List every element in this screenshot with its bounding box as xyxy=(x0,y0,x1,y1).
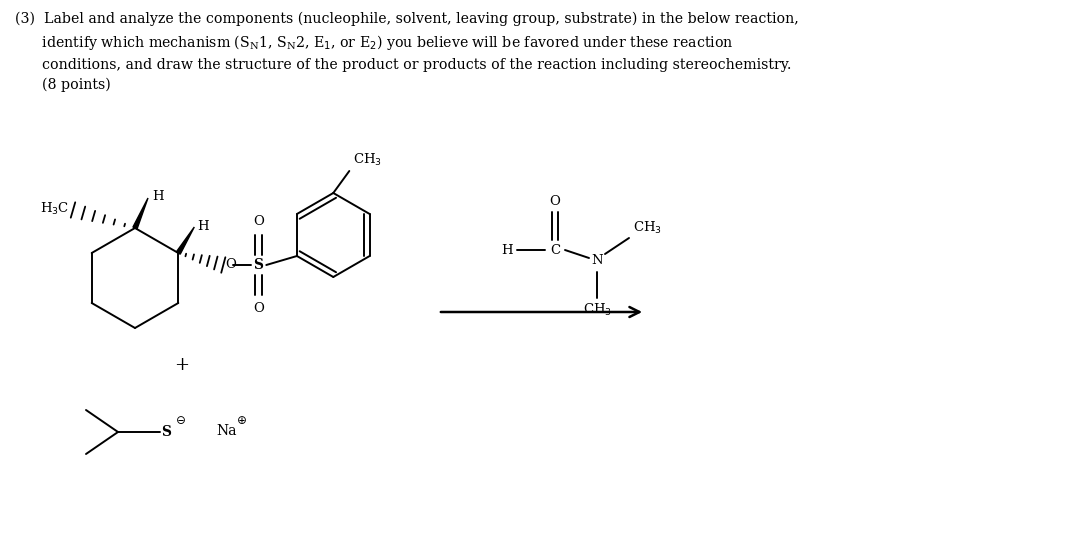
Text: C: C xyxy=(549,244,560,256)
Text: H: H xyxy=(197,219,209,233)
Polygon shape xyxy=(176,227,195,254)
Text: O: O xyxy=(252,302,263,315)
Text: (3)  Label and analyze the components (nucleophile, solvent, leaving group, subs: (3) Label and analyze the components (nu… xyxy=(15,12,799,92)
Polygon shape xyxy=(133,198,148,229)
Text: S: S xyxy=(254,258,263,272)
Text: S: S xyxy=(161,425,171,439)
Text: O: O xyxy=(225,259,236,272)
Text: N: N xyxy=(591,253,603,267)
Text: CH$_3$: CH$_3$ xyxy=(354,152,382,168)
Text: CH$_3$: CH$_3$ xyxy=(582,302,611,318)
Text: +: + xyxy=(174,356,189,374)
Text: $\ominus$: $\ominus$ xyxy=(174,414,185,427)
Text: H: H xyxy=(502,244,514,256)
Text: Na: Na xyxy=(217,424,236,438)
Text: O: O xyxy=(549,195,560,208)
Text: O: O xyxy=(252,215,263,228)
Text: CH$_3$: CH$_3$ xyxy=(633,220,662,236)
Text: H$_3$C: H$_3$C xyxy=(40,201,69,217)
Text: H: H xyxy=(152,191,163,204)
Text: $\oplus$: $\oplus$ xyxy=(236,414,246,427)
